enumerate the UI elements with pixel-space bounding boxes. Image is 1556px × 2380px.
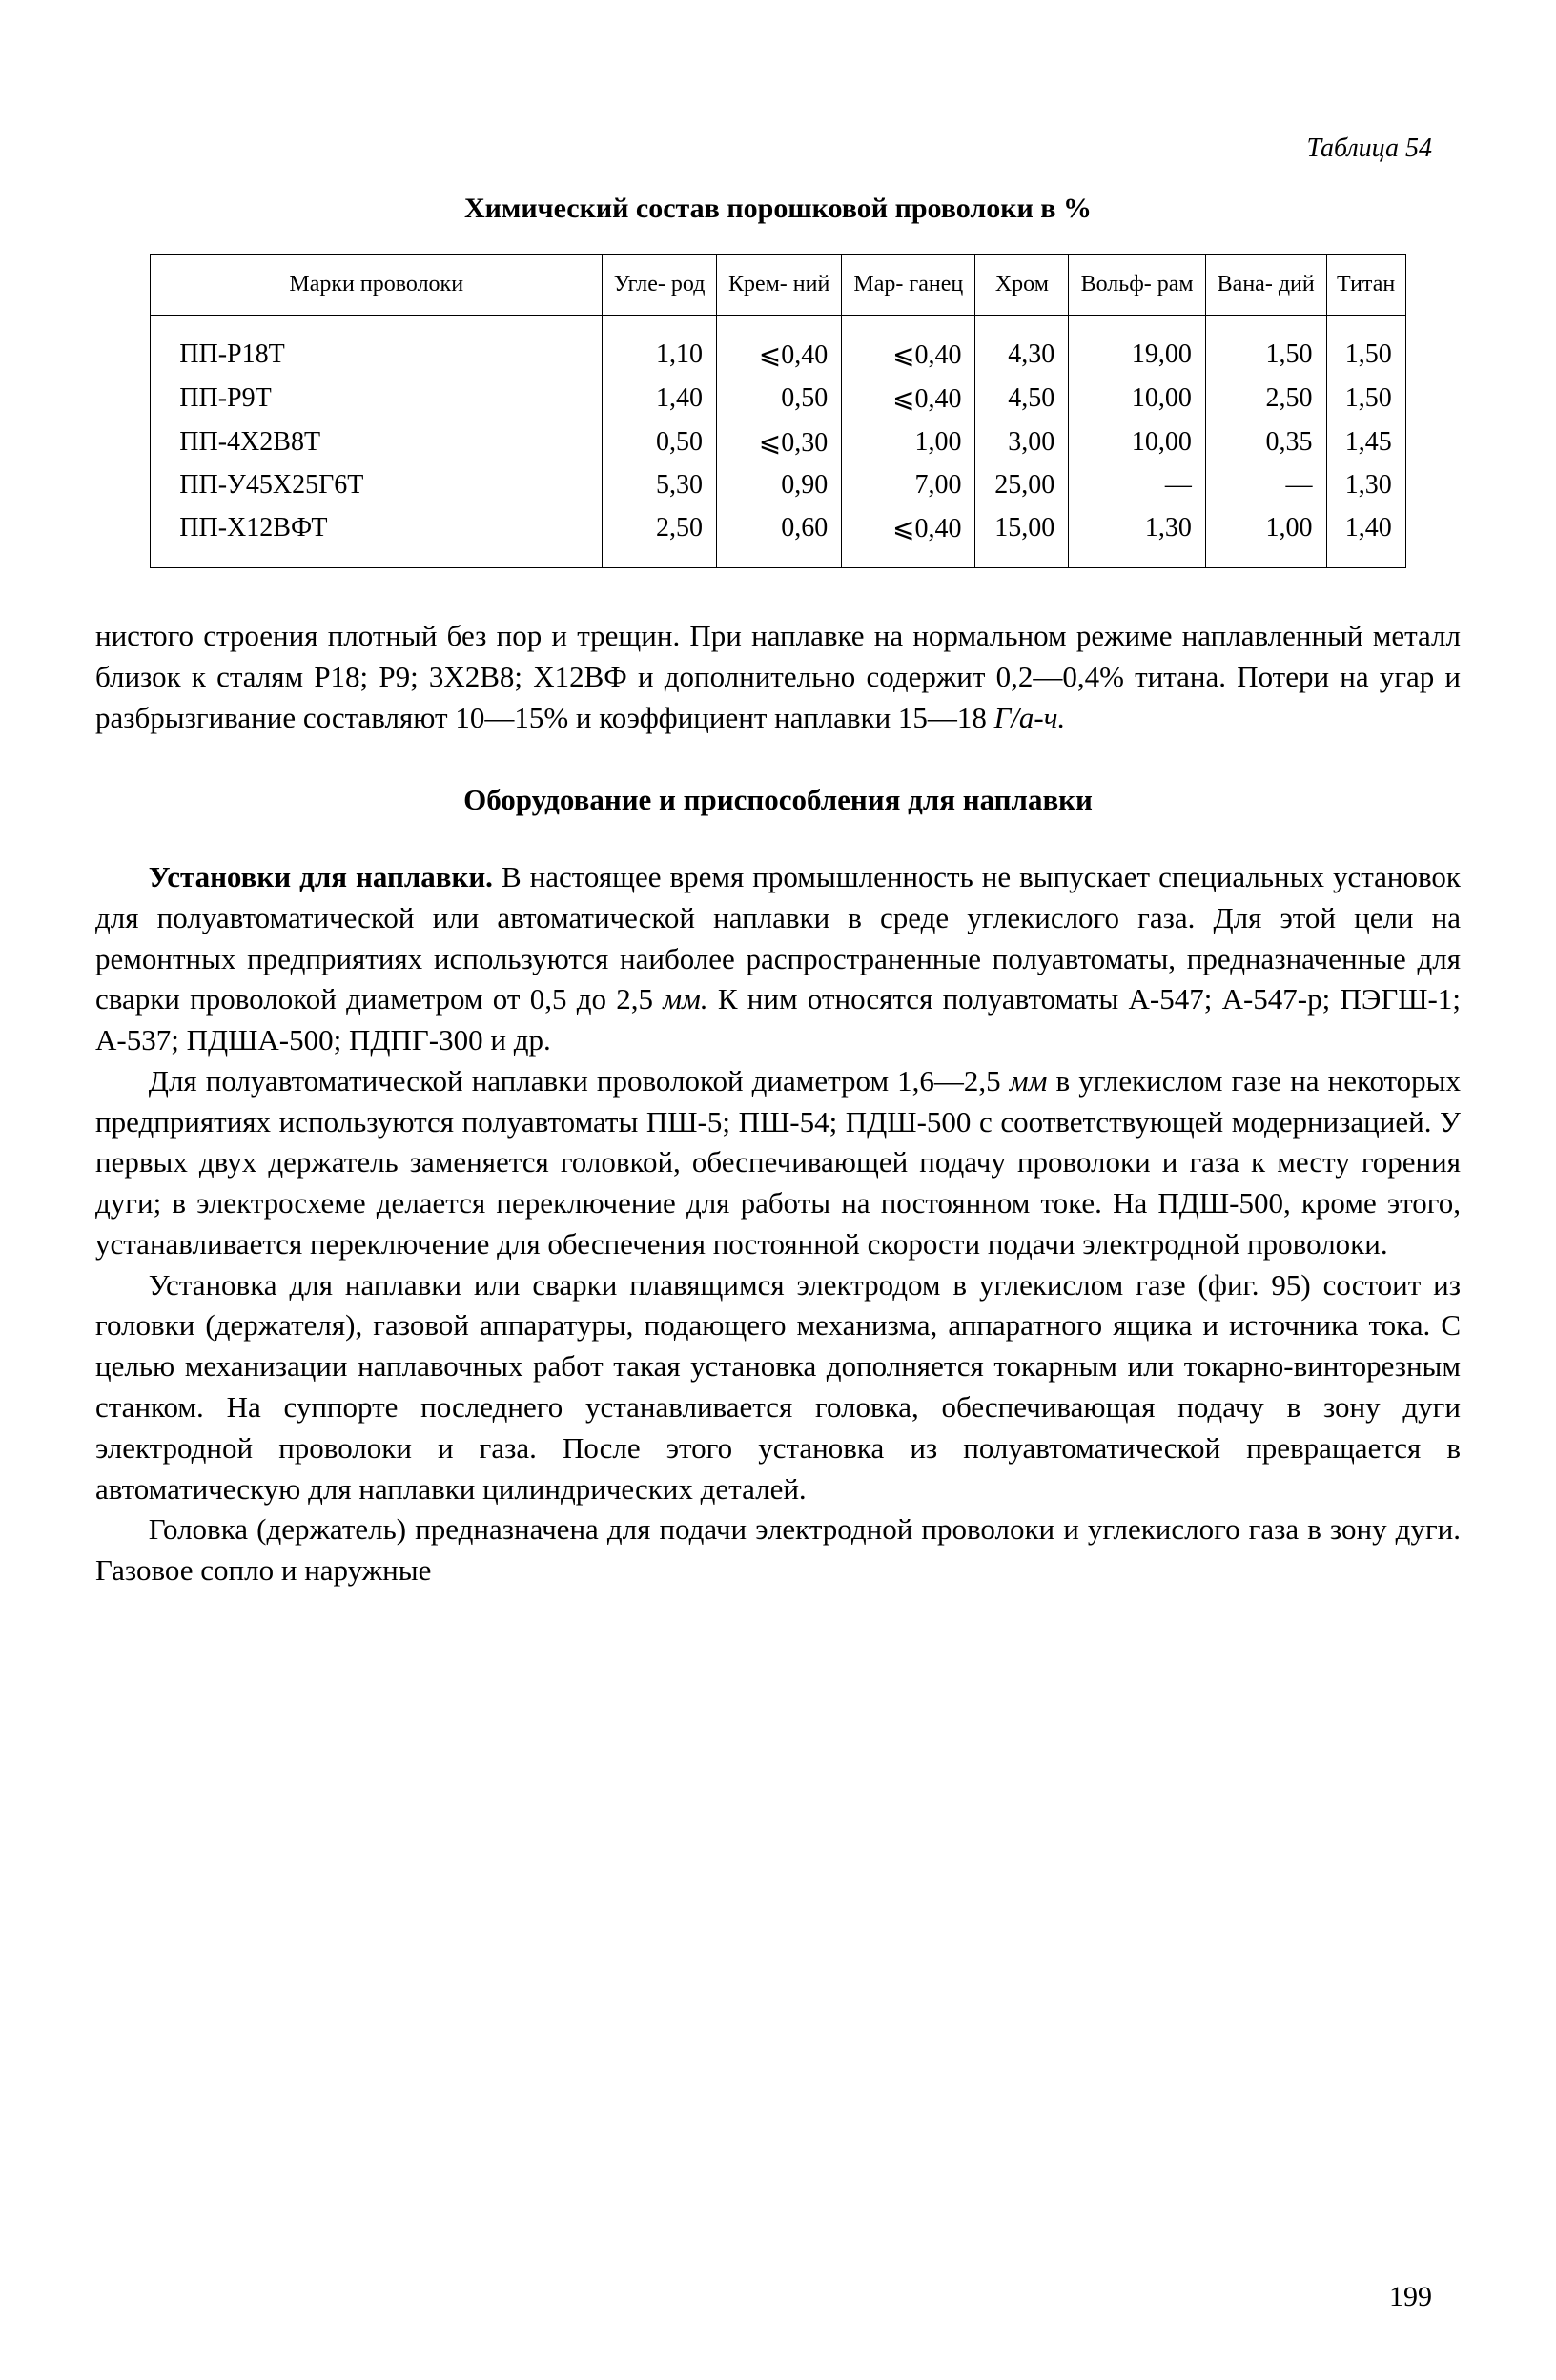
cell: 1,00 <box>842 421 975 464</box>
text: нистого строения плотный без пор и трещи… <box>95 619 1461 734</box>
cell: 1,50 <box>1205 316 1326 378</box>
cell: 1,30 <box>1069 506 1206 568</box>
cell: ⩽0,30 <box>717 421 842 464</box>
col-header: Марки проволоки <box>151 255 603 316</box>
cell: 3,00 <box>975 421 1069 464</box>
page-number: 199 <box>1389 2281 1432 2313</box>
cell: 1,00 <box>1205 506 1326 568</box>
cell: 1,30 <box>1326 464 1405 506</box>
cell: — <box>1205 464 1326 506</box>
cell: 1,45 <box>1326 421 1405 464</box>
cell: 1,50 <box>1326 377 1405 421</box>
cell: 10,00 <box>1069 377 1206 421</box>
text-italic: Г/а-ч. <box>994 701 1066 734</box>
cell: 1,10 <box>603 316 717 378</box>
table-row: ПП-Р18Т 1,10 ⩽0,40 ⩽0,40 4,30 19,00 1,50… <box>151 316 1405 378</box>
table-row: ПП-4Х2В8Т 0,50 ⩽0,30 1,00 3,00 10,00 0,3… <box>151 421 1405 464</box>
cell: 1,40 <box>1326 506 1405 568</box>
cell: 5,30 <box>603 464 717 506</box>
table-row: ПП-У45Х25Г6Т 5,30 0,90 7,00 25,00 — — 1,… <box>151 464 1405 506</box>
cell: 4,30 <box>975 316 1069 378</box>
cell: 4,50 <box>975 377 1069 421</box>
table-row: ПП-Х12ВФТ 2,50 0,60 ⩽0,40 15,00 1,30 1,0… <box>151 506 1405 568</box>
cell: 0,35 <box>1205 421 1326 464</box>
cell: 0,90 <box>717 464 842 506</box>
table-title: Химический состав порошковой проволоки в… <box>95 193 1461 225</box>
col-header: Хром <box>975 255 1069 316</box>
section-heading: Оборудование и приспособления для наплав… <box>95 780 1461 821</box>
col-header: Угле- род <box>603 255 717 316</box>
text-italic: мм. <box>663 982 707 1016</box>
cell: ⩽0,40 <box>717 316 842 378</box>
cell: 0,50 <box>717 377 842 421</box>
paragraph-3: Для полуавтоматической наплавки проволок… <box>95 1061 1461 1265</box>
cell: ПП-Р9Т <box>151 377 603 421</box>
cell: 0,50 <box>603 421 717 464</box>
bold-lead-text: Установки для наплавки. <box>149 860 493 893</box>
cell: 2,50 <box>603 506 717 568</box>
cell: ПП-Х12ВФТ <box>151 506 603 568</box>
table-row: ПП-Р9Т 1,40 0,50 ⩽0,40 4,50 10,00 2,50 1… <box>151 377 1405 421</box>
paragraph-2: Установки для наплавки. В настоящее врем… <box>95 857 1461 1061</box>
cell: 7,00 <box>842 464 975 506</box>
cell: ⩽0,40 <box>842 506 975 568</box>
cell: — <box>1069 464 1206 506</box>
col-header: Титан <box>1326 255 1405 316</box>
cell: 15,00 <box>975 506 1069 568</box>
cell: 10,00 <box>1069 421 1206 464</box>
text: Для полуавтоматической наплавки проволок… <box>149 1064 1010 1098</box>
cell: ⩽0,40 <box>842 377 975 421</box>
cell: 2,50 <box>1205 377 1326 421</box>
paragraph-5: Головка (держатель) предназначена для по… <box>95 1509 1461 1591</box>
cell: 1,50 <box>1326 316 1405 378</box>
body-text: нистого строения плотный без пор и трещи… <box>95 616 1461 1591</box>
col-header: Вольф- рам <box>1069 255 1206 316</box>
col-header: Мар- ганец <box>842 255 975 316</box>
cell: ПП-Р18Т <box>151 316 603 378</box>
cell: 0,60 <box>717 506 842 568</box>
cell: 25,00 <box>975 464 1069 506</box>
table-number-label: Таблица 54 <box>95 133 1461 164</box>
col-header: Вана- дий <box>1205 255 1326 316</box>
cell: ПП-4Х2В8Т <box>151 421 603 464</box>
paragraph-1: нистого строения плотный без пор и трещи… <box>95 616 1461 738</box>
paragraph-4: Установка для наплавки или сварки плавящ… <box>95 1265 1461 1510</box>
col-header: Крем- ний <box>717 255 842 316</box>
cell: ⩽0,40 <box>842 316 975 378</box>
cell: 19,00 <box>1069 316 1206 378</box>
table-header-row: Марки проволоки Угле- род Крем- ний Мар-… <box>151 255 1405 316</box>
cell: 1,40 <box>603 377 717 421</box>
text-italic: мм <box>1010 1064 1048 1098</box>
cell: ПП-У45Х25Г6Т <box>151 464 603 506</box>
composition-table: Марки проволоки Угле- род Крем- ний Мар-… <box>150 254 1405 568</box>
